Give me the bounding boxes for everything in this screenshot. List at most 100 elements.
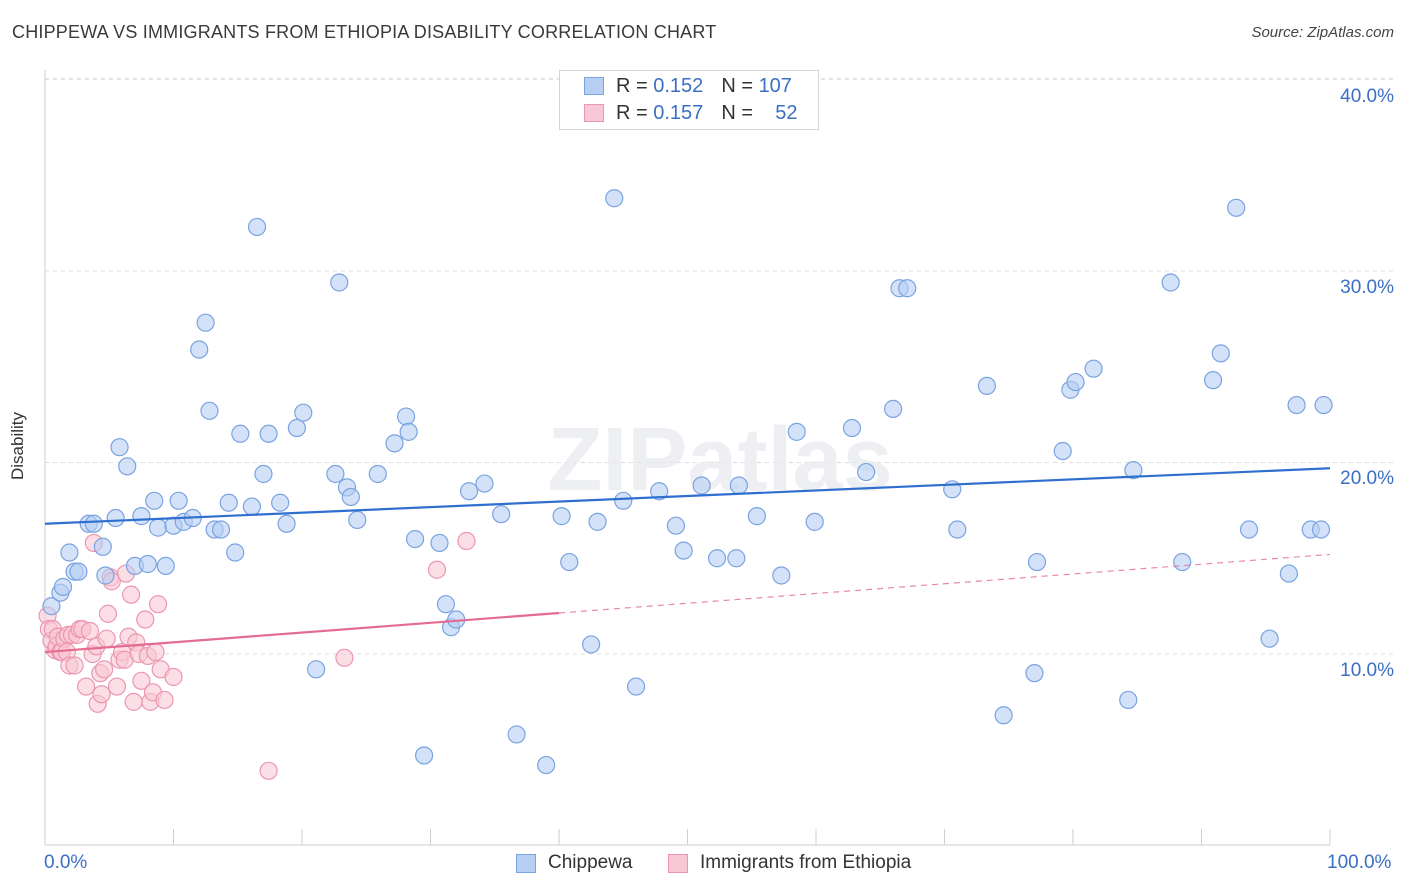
chippewa-point: [626, 677, 646, 696]
legend-r-value: 0.157: [653, 101, 704, 124]
chippewa-point: [605, 189, 624, 208]
ethiopia-point: [97, 629, 116, 648]
ethiopia-point: [146, 642, 165, 662]
chippewa-point: [277, 514, 296, 533]
y-tick-label: 30.0%: [1340, 277, 1394, 298]
chart-title: CHIPPEWA VS IMMIGRANTS FROM ETHIOPIA DIS…: [12, 22, 717, 42]
chippewa-point: [1279, 564, 1298, 583]
chippewa-point: [42, 597, 61, 616]
chippewa-point: [747, 507, 766, 526]
chippewa-point: [200, 401, 219, 420]
chippewa-point: [650, 482, 669, 501]
chippewa-point: [118, 457, 137, 476]
chippewa-point: [1311, 520, 1331, 539]
chippewa-point: [552, 507, 571, 526]
legend-label: Immigrants from Ethiopia: [700, 852, 912, 873]
legend-row-chippewa: R = 0.152 N = 107: [584, 74, 792, 98]
chippewa-point: [53, 577, 73, 597]
ethiopia-point: [136, 610, 155, 629]
chippewa-point: [368, 464, 387, 484]
source-label: Source: ZipAtlas.com: [1251, 24, 1394, 41]
y-tick-label: 40.0%: [1340, 86, 1394, 107]
chippewa-point: [169, 491, 188, 510]
ethiopia-point: [259, 761, 278, 780]
chippewa-point: [1173, 552, 1192, 572]
chippewa-point: [1027, 552, 1047, 572]
chippewa-point: [842, 418, 862, 438]
axes: [44, 70, 1331, 846]
chippewa-point: [326, 464, 345, 484]
chippewa-point: [69, 562, 88, 581]
chippewa-point: [231, 424, 250, 443]
legend-swatch-pink: [668, 853, 688, 873]
watermark: ZIPatlas: [547, 410, 892, 510]
gridlines: [45, 77, 1395, 655]
chippewa-point: [787, 422, 806, 441]
trend-lines: [44, 467, 1331, 654]
chippewa-point: [994, 706, 1013, 725]
chippewa-point: [977, 376, 997, 395]
series-legend: Chippewa Immigrants from Ethiopia: [0, 852, 1406, 876]
chippewa-point: [772, 566, 791, 585]
chippewa-point: [190, 340, 209, 359]
chippewa-point: [492, 505, 511, 524]
chippewa-point: [148, 518, 168, 537]
chippewa-point: [666, 516, 686, 535]
chippewa-point: [883, 399, 903, 418]
chippewa-point: [436, 595, 456, 614]
legend-n-value: 107: [758, 74, 792, 97]
chippewa-point: [219, 493, 238, 512]
chippewa-point: [132, 507, 151, 526]
trend-line-ethiopia-extrapolated: [558, 553, 1331, 614]
chippewa-point: [1227, 198, 1246, 217]
ethiopia-point: [155, 690, 174, 710]
chippewa-point: [459, 482, 479, 501]
chippewa-point: [727, 549, 746, 568]
legend-item-chippewa: Chippewa: [516, 852, 633, 874]
chippewa-point: [674, 541, 693, 560]
legend-swatch-blue: [516, 853, 536, 873]
chippewa-point: [857, 462, 876, 482]
ethiopia-point: [107, 677, 127, 696]
chippewa-point: [475, 474, 494, 493]
chippewa-point: [729, 476, 749, 495]
chippewa-point: [1211, 344, 1230, 363]
legend-r-label: R =: [616, 74, 648, 97]
chippewa-point: [898, 279, 917, 298]
chippewa-point: [110, 438, 129, 457]
chippewa-point: [405, 529, 425, 549]
trend-line-chippewa: [44, 467, 1331, 525]
legend-swatch-pink: [584, 104, 604, 122]
chippewa-point: [341, 487, 360, 507]
chippewa-point: [1119, 690, 1138, 710]
chippewa-point: [254, 464, 273, 484]
chippewa-point: [96, 566, 115, 585]
chippewa-point: [145, 491, 164, 510]
chippewa-point: [537, 755, 556, 775]
ethiopia-point: [92, 685, 111, 704]
chippewa-point: [1287, 395, 1306, 415]
chippewa-point: [287, 418, 306, 438]
legend-item-ethiopia: Immigrants from Ethiopia: [668, 852, 911, 874]
chippewa-point: [247, 217, 267, 237]
ethiopia-point: [124, 692, 143, 711]
ethiopia-point: [65, 656, 84, 675]
chippewa-point: [707, 549, 727, 568]
chippewa-point: [348, 510, 367, 530]
ethiopia-point: [77, 677, 96, 696]
ethiopia-point: [164, 667, 183, 687]
chippewa-point: [385, 434, 404, 453]
chippewa-point: [307, 660, 326, 679]
chippewa-point: [1239, 520, 1259, 539]
ethiopia-point: [98, 604, 118, 623]
ethiopia-point: [335, 648, 354, 667]
chippewa-point: [106, 508, 125, 528]
chippewa-point: [805, 512, 824, 531]
chippewa-point: [560, 552, 579, 572]
chippewa-point: [156, 556, 175, 576]
chippewa-point: [294, 403, 313, 422]
chippewa-point: [399, 422, 418, 441]
chippewa-point: [396, 407, 416, 426]
y-tick-label: 10.0%: [1340, 660, 1394, 681]
